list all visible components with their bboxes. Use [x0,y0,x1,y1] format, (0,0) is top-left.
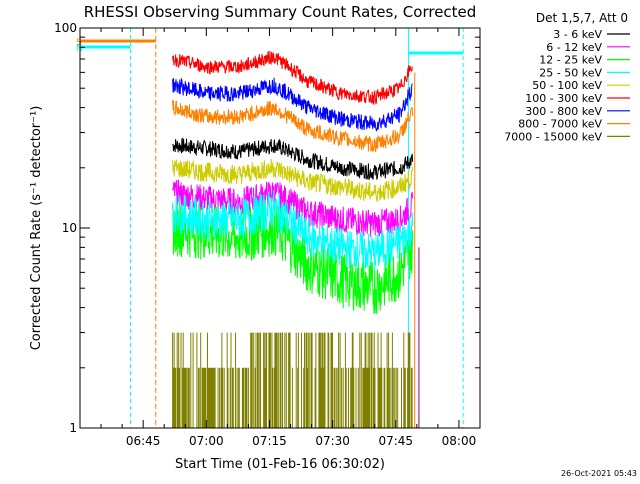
series-line [172,50,414,106]
y-tick-label: 10 [62,221,77,235]
legend-label: 800 - 7000 keV [518,118,602,131]
legend-label: 50 - 100 keV [532,79,602,92]
x-axis-label: Start Time (01-Feb-16 06:30:02) [175,457,385,472]
plot-area: SN [76,28,464,428]
flag-label: N [76,44,83,54]
series-line [172,189,414,272]
x-tick-label: 07:45 [378,434,413,448]
flag-label: S [76,38,82,48]
series-line [172,137,414,180]
timestamp: 26-Oct-2021 05:43 [561,469,637,478]
x-tick-label: 07:00 [189,434,224,448]
series-line [172,332,413,428]
legend-label: 12 - 25 keV [539,54,602,67]
x-tick-label: 07:30 [315,434,350,448]
chart-title: RHESSI Observing Summary Count Rates, Co… [84,3,477,21]
y-tick-label: 1 [69,421,77,435]
legend-header: Det 1,5,7, Att 0 [536,11,628,25]
x-tick-label: 08:00 [442,434,477,448]
series-line [172,158,414,203]
legend-label: 6 - 12 keV [546,41,602,54]
legend-label: 300 - 800 keV [525,105,602,118]
legend-label: 25 - 50 keV [539,66,602,79]
series-line [172,99,414,153]
y-axis-label: Corrected Count Rate (s⁻¹ detector⁻¹) [29,106,44,351]
series-line [172,202,414,315]
y-axis: 1 10 100 [54,21,480,435]
x-tick-label: 07:15 [252,434,287,448]
legend-label: 7000 - 15000 keV [504,130,602,143]
series-line [172,77,413,133]
x-axis: 06:45 07:00 07:15 07:30 07:45 08:00 [100,28,477,448]
series-line [172,179,414,237]
legend-label: 3 - 6 keV [553,28,602,41]
x-tick-label: 06:45 [126,434,161,448]
legend-label: 100 - 300 keV [525,92,602,105]
y-tick-label: 100 [54,21,77,35]
